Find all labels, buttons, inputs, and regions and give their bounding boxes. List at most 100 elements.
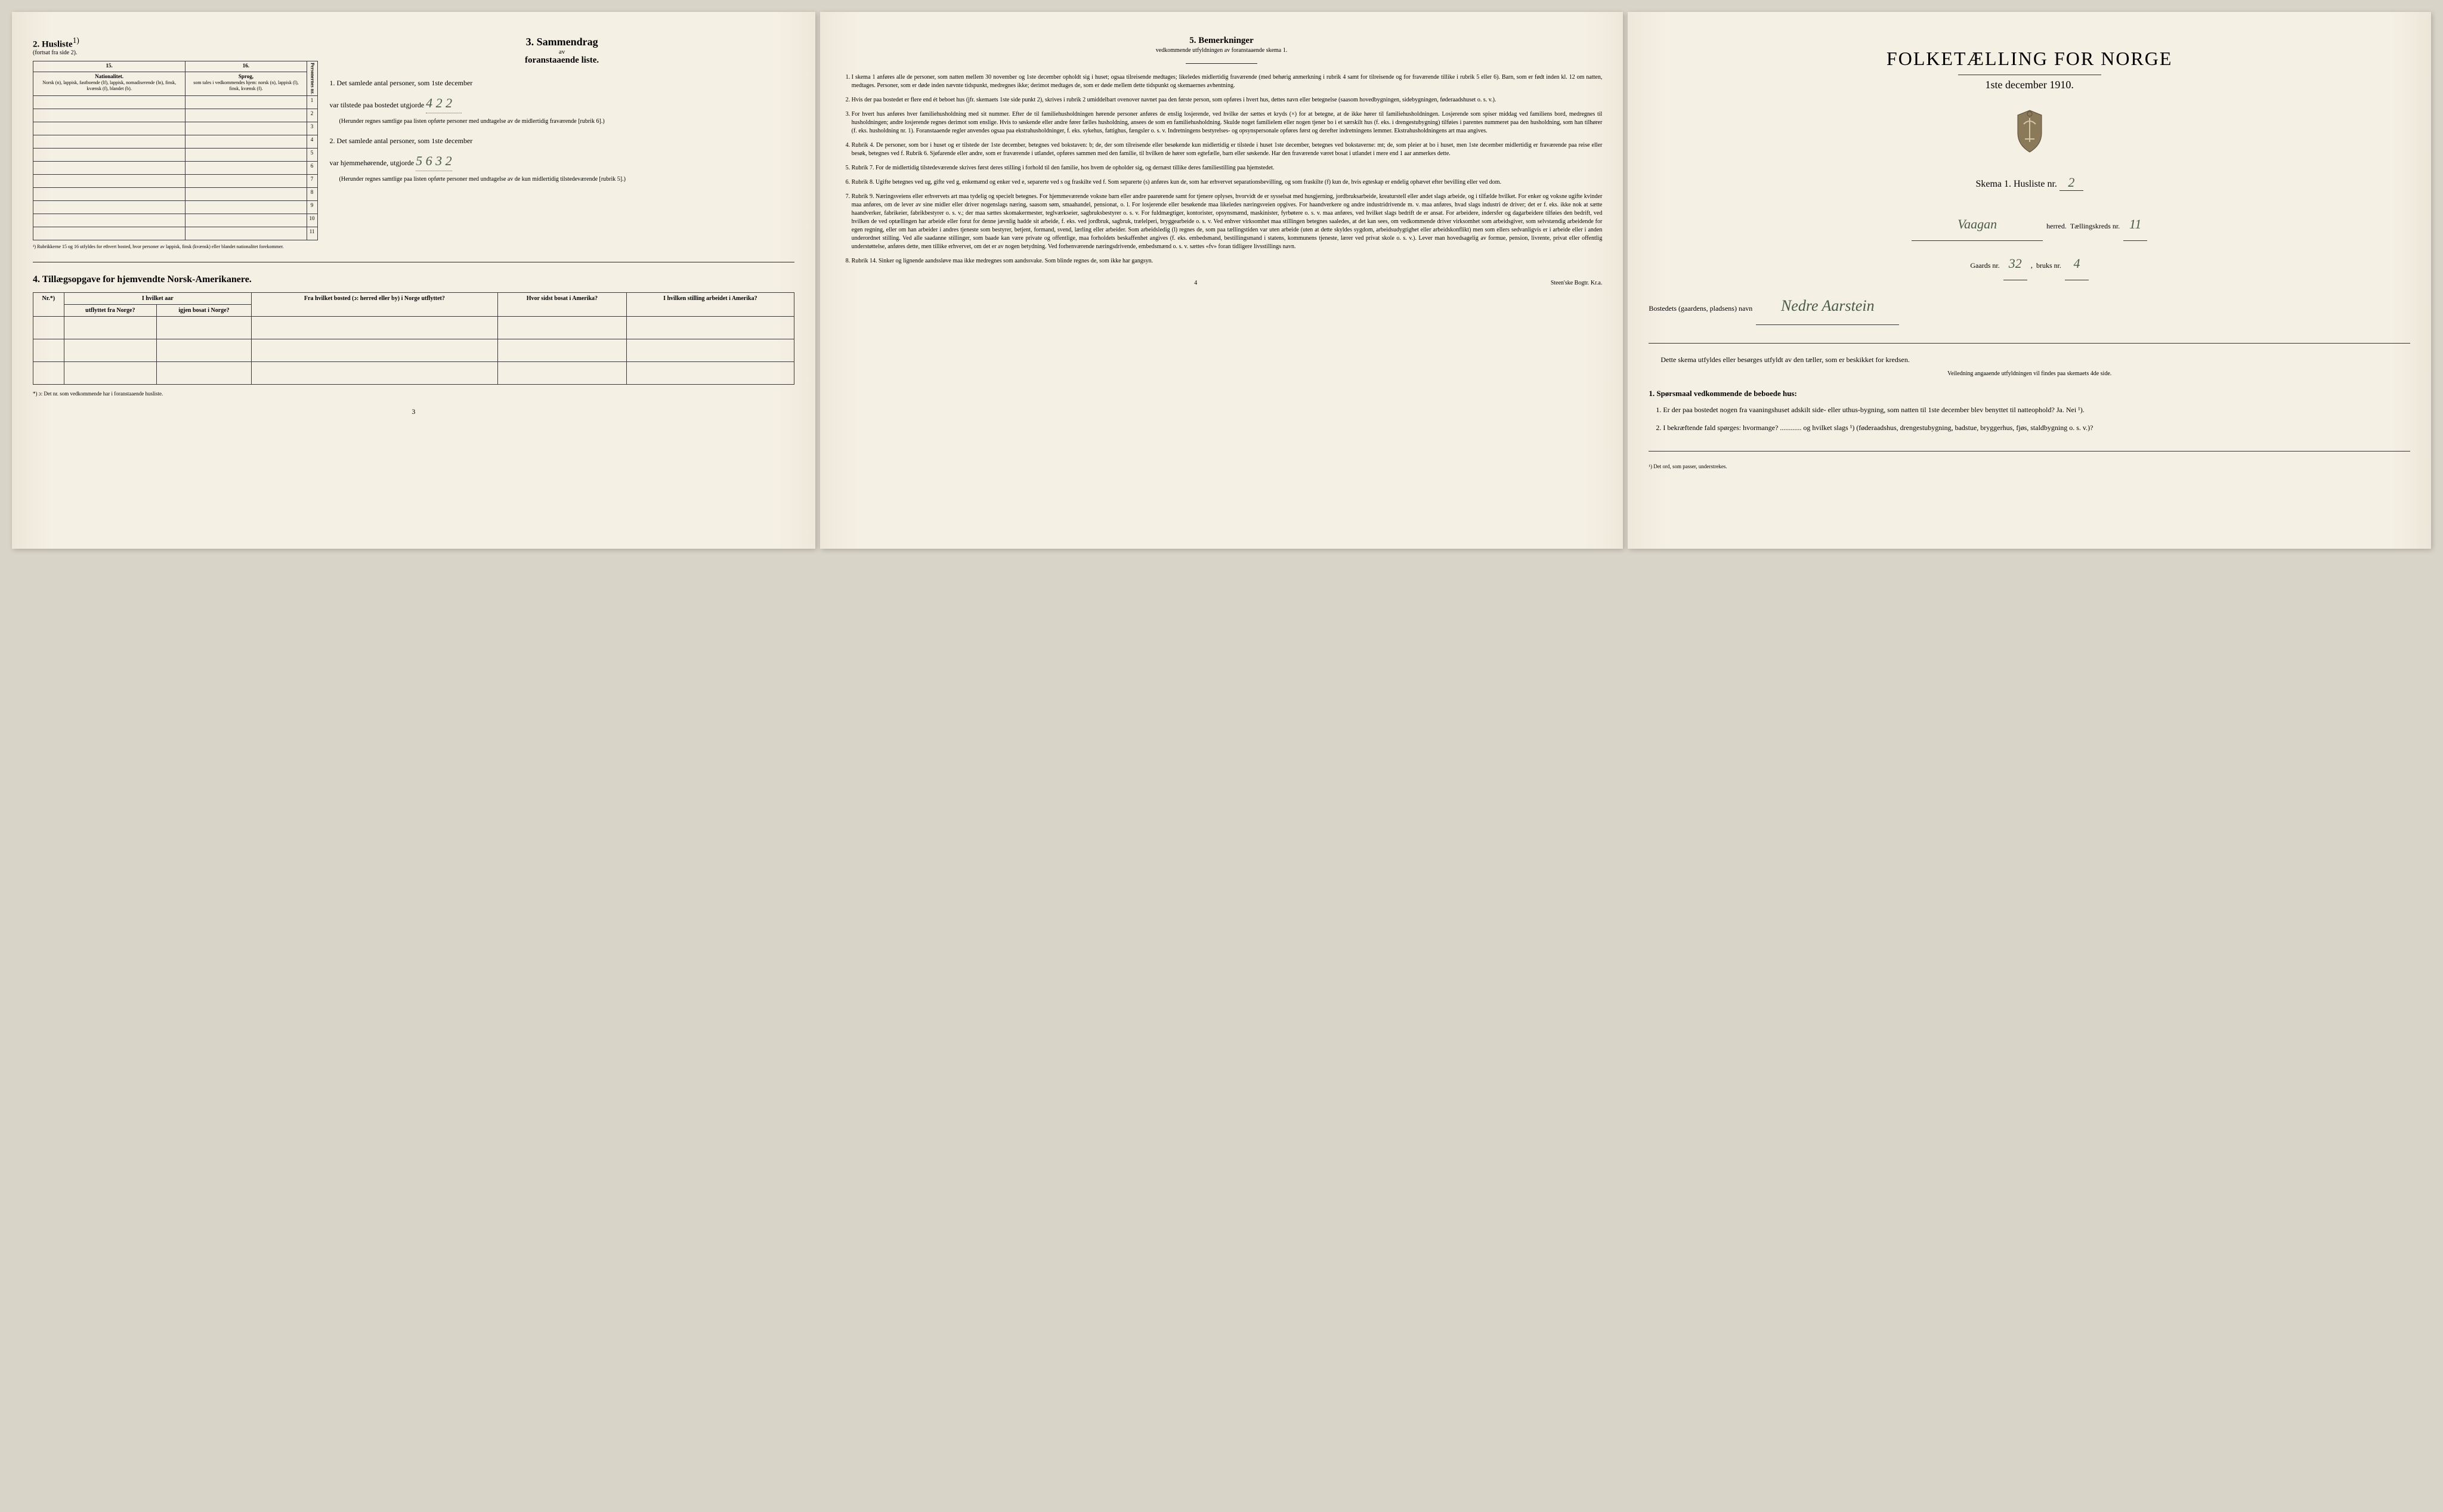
- col-15-body: Norsk (n), lappisk, fastboende (lf), lap…: [42, 80, 176, 91]
- printer-credit: Steen'ske Bogtr. Kr.a.: [1551, 280, 1603, 286]
- person-nr-label: Personernes nr.: [307, 61, 317, 96]
- section-3-title: 3. Sammendrag: [330, 36, 794, 48]
- section-3-subtitle: foranstaaende liste.: [330, 55, 794, 66]
- page-4: 5. Bemerkninger vedkommende utfyldningen…: [820, 12, 1623, 549]
- col-15-head: Nationalitet. Norsk (n), lappisk, fastbo…: [33, 72, 185, 96]
- remark-1: I skema 1 anføres alle de personer, som …: [852, 73, 1603, 90]
- col-aar: I hvilket aar: [64, 292, 251, 304]
- remarks-list: I skema 1 anføres alle de personer, som …: [841, 73, 1603, 265]
- remark-7: Rubrik 9. Næringsveiens eller erhvervets…: [852, 193, 1603, 251]
- summary-item-1b: var tilstede paa bostedet utgjorde 4 2 2: [330, 93, 794, 113]
- summary-1b-label: var tilstede paa bostedet utgjorde: [330, 101, 425, 109]
- remark-4: Rubrik 4. De personer, som bor i huset o…: [852, 141, 1603, 158]
- page-number-4: 4: [1194, 280, 1197, 286]
- question-list: Er der paa bostedet nogen fra vaaningshu…: [1649, 404, 2410, 433]
- table-row: [33, 361, 794, 384]
- summary-item-2b: var hjemmehørende, utgjorde 5 6 3 2: [330, 151, 794, 171]
- nationality-table: 15. 16. Personernes nr. Nationalitet. No…: [33, 61, 318, 240]
- herred-label: herred.: [2046, 218, 2067, 235]
- section-4-title: 4. Tillægsopgave for hjemvendte Norsk-Am…: [33, 274, 794, 285]
- question-2: I bekræftende fald spørges: hvormange? .…: [1663, 422, 2410, 433]
- summary-1-value: 4 2 2: [426, 93, 462, 113]
- nationality-rows: 1 2 3 4 5 6 7 8 9 10 11: [33, 96, 318, 240]
- divider: [1649, 343, 2410, 344]
- document-pages: 2. Husliste1) (fortsat fra side 2). 1 5. …: [12, 12, 2431, 549]
- taelling-nr-value: 11: [2123, 209, 2147, 241]
- right-footnote: ¹) Det ord, som passer, understrekes.: [1649, 463, 2410, 469]
- bruks-nr-value: 4: [2065, 248, 2089, 280]
- main-title: FOLKETÆLLING FOR NORGE: [1649, 48, 2410, 70]
- summary-2-note: (Herunder regnes samtlige paa listen opf…: [339, 176, 794, 183]
- instruction-1: Dette skema utfyldes eller besørges utfy…: [1649, 355, 2410, 364]
- section-2-subtitle: (fortsat fra side 2).: [33, 50, 318, 56]
- instruction-2: Veiledning angaaende utfyldningen vil fi…: [1649, 370, 2410, 377]
- question-2-text: I bekræftende fald spørges: hvormange? .…: [1663, 423, 2093, 432]
- section-5-title: 5. Bemerkninger: [841, 36, 1603, 46]
- left-top-row: 2. Husliste1) (fortsat fra side 2). 15. …: [33, 36, 794, 250]
- section-4-footnote: *) ɔ: Det nr. som vedkommende har i fora…: [33, 391, 794, 397]
- taelling-label: Tællingskreds nr.: [2070, 218, 2120, 235]
- page-number-3: 3: [33, 407, 794, 416]
- table-row: [33, 316, 794, 339]
- table-row: 4: [33, 135, 318, 149]
- coat-of-arms-icon: [1649, 109, 2410, 157]
- herred-value: Vaagan: [1912, 209, 2043, 241]
- col-16-title: Sprog,: [239, 73, 253, 79]
- table-row: 5: [33, 149, 318, 162]
- bosted-value: Nedre Aarstein: [1756, 287, 1899, 325]
- skema-label: Skema 1. Husliste nr.: [1975, 179, 2057, 189]
- remark-3: For hvert hus anføres hver familiehushol…: [852, 110, 1603, 135]
- question-heading: 1. Spørsmaal vedkommende de beboede hus:: [1649, 389, 2410, 398]
- subcol-utflyttet: utflyttet fra Norge?: [64, 304, 157, 316]
- section-2-title-sup: 1): [73, 36, 79, 45]
- remark-8: Rubrik 14. Sinker og lignende aandssløve…: [852, 257, 1603, 265]
- main-date: 1ste december 1910.: [1649, 79, 2410, 91]
- col-16-head: Sprog, som tales i vedkommendes hjem: no…: [185, 72, 307, 96]
- section-2-title: 2. Husliste: [33, 39, 73, 49]
- remark-2: Hvis der paa bostedet er flere end ét be…: [852, 96, 1603, 104]
- divider: [1649, 451, 2410, 452]
- summary-2-value: 5 6 3 2: [416, 151, 452, 171]
- table-row: 2: [33, 109, 318, 122]
- col-15-title: Nationalitet.: [95, 73, 123, 79]
- summary-1-note: (Herunder regnes samtlige paa listen opf…: [339, 118, 794, 125]
- table-row: 11: [33, 227, 318, 240]
- table-row: 10: [33, 214, 318, 227]
- col-15-num: 15.: [33, 61, 185, 72]
- husliste-nr-value: 2: [2059, 175, 2083, 191]
- col-amerika: Hvor sidst bosat i Amerika?: [497, 292, 626, 316]
- section-2-footnote: ¹) Rubrikkerne 15 og 16 utfyldes for eth…: [33, 244, 318, 250]
- mid-footer: 4 Steen'ske Bogtr. Kr.a.: [841, 280, 1603, 286]
- table-row: 1: [33, 96, 318, 109]
- table-row: 9: [33, 201, 318, 214]
- section-5-subtitle: vedkommende utfyldningen av foranstaaend…: [841, 47, 1603, 54]
- gaards-label: Gaards nr.: [1970, 257, 1999, 274]
- subcol-bosat: igjen bosat i Norge?: [157, 304, 252, 316]
- section-2-husliste: 2. Husliste1) (fortsat fra side 2). 15. …: [33, 36, 318, 250]
- bosted-label: Bostedets (gaardens, pladsens) navn: [1649, 300, 1752, 317]
- remark-6: Rubrik 8. Ugifte betegnes ved ug, gifte …: [852, 178, 1603, 187]
- form-fields: Vaagan herred. Tællingskreds nr. 11 Gaar…: [1649, 209, 2410, 325]
- section-3-av: av: [330, 48, 794, 55]
- table-row: 3: [33, 122, 318, 135]
- col-bosted: Fra hvilket bosted (ɔ: herred eller by) …: [251, 292, 497, 316]
- gaards-nr-value: 32: [2003, 248, 2027, 280]
- page-3: 2. Husliste1) (fortsat fra side 2). 15. …: [12, 12, 815, 549]
- bruks-label: bruks nr.: [2036, 257, 2061, 274]
- page-1-title: FOLKETÆLLING FOR NORGE 1ste december 191…: [1628, 12, 2431, 549]
- divider: [1186, 63, 1257, 64]
- summary-item-1: 1. Det samlede antal personer, som 1ste …: [330, 78, 794, 88]
- question-1-text: Er der paa bostedet nogen fra vaaningshu…: [1663, 406, 2084, 414]
- summary-item-2: 2. Det samlede antal personer, som 1ste …: [330, 135, 794, 146]
- question-1: Er der paa bostedet nogen fra vaaningshu…: [1663, 404, 2410, 415]
- table-row: 8: [33, 188, 318, 201]
- table-row: 6: [33, 162, 318, 175]
- col-nr: Nr.*): [33, 292, 64, 316]
- norsk-amerikanere-table: Nr.*) I hvilket aar Fra hvilket bosted (…: [33, 292, 794, 385]
- table-row: [33, 339, 794, 361]
- summary-2b-label: var hjemmehørende, utgjorde: [330, 159, 415, 167]
- col-stilling: I hvilken stilling arbeidet i Amerika?: [627, 292, 794, 316]
- table-row: 7: [33, 175, 318, 188]
- col-16-body: som tales i vedkommendes hjem: norsk (n)…: [193, 80, 298, 91]
- section-3-sammendrag: 3. Sammendrag av foranstaaende liste. 1.…: [330, 36, 794, 250]
